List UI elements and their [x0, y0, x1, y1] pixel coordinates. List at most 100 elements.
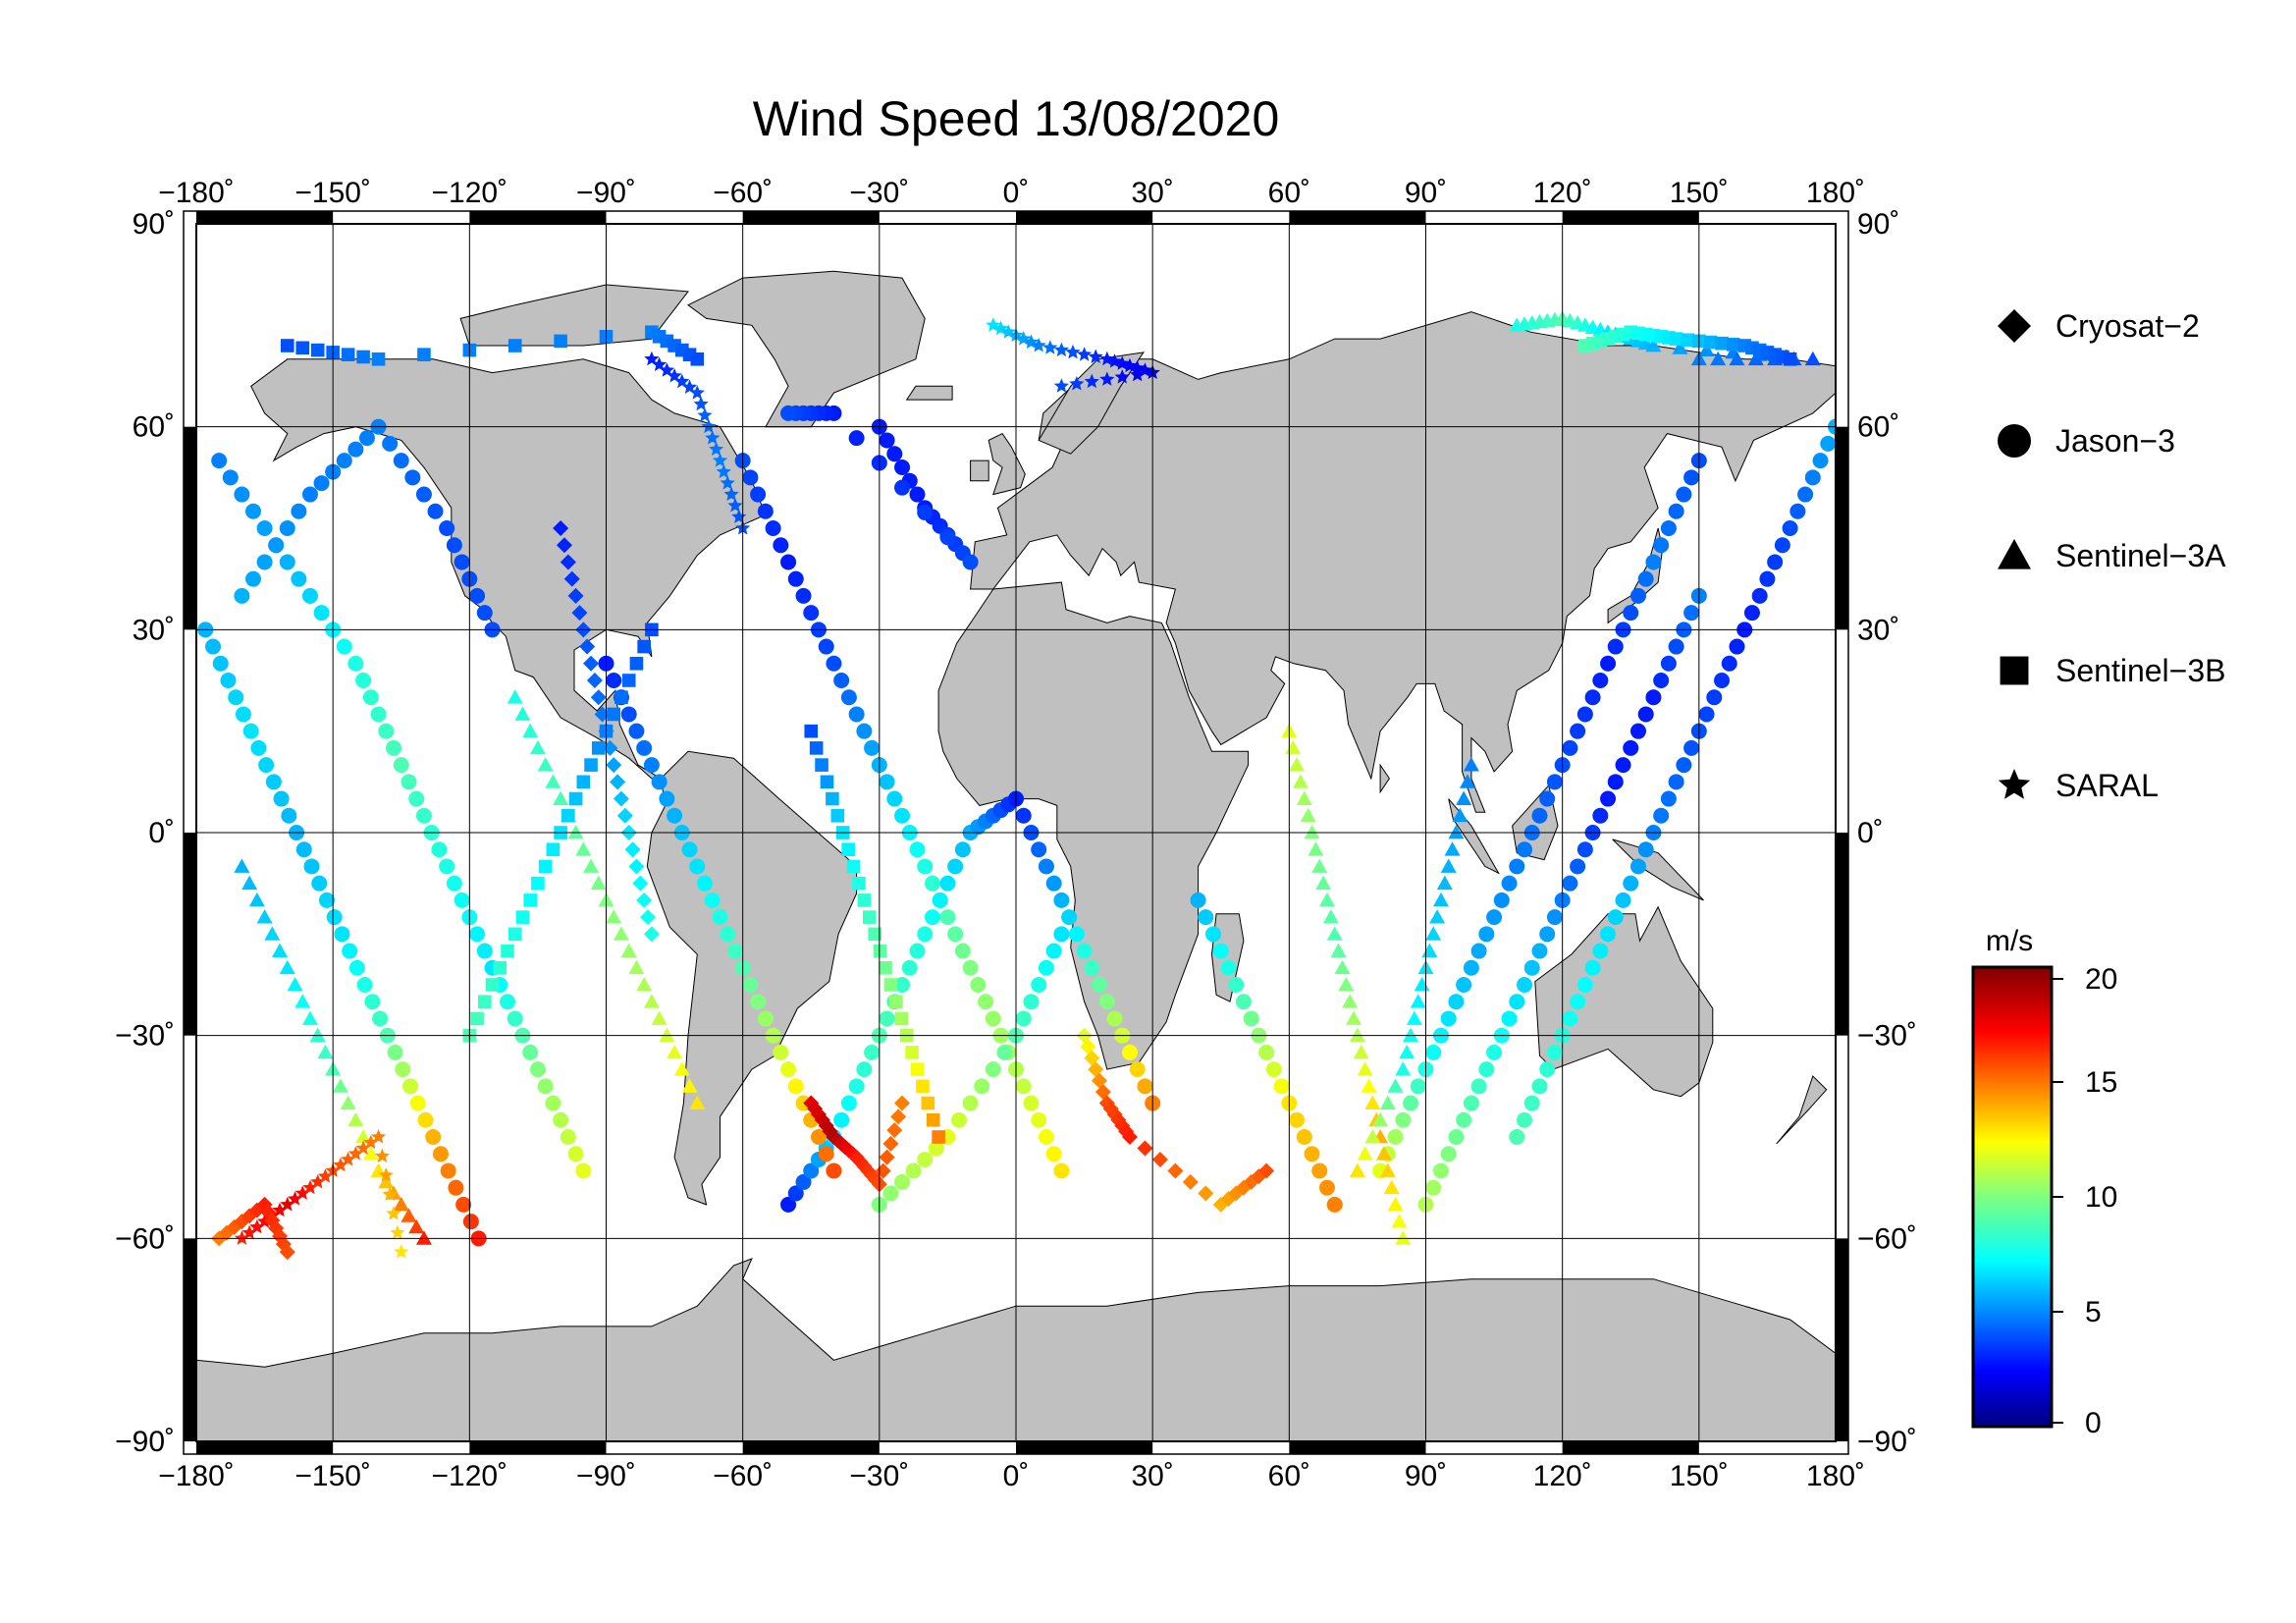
interp-point: [408, 1218, 425, 1234]
interp-point: [1747, 351, 1764, 366]
data-point: [932, 1130, 945, 1144]
track-24: [553, 520, 660, 943]
data-point: [334, 926, 350, 943]
lat-tick-label-right: −30˚: [1857, 1020, 1917, 1053]
satellite-tracks: [197, 310, 1836, 1261]
interp-point: [560, 554, 576, 570]
interp-point: [1570, 858, 1586, 875]
legend-label: Sentinel−3B: [2056, 653, 2225, 688]
interp-point: [1789, 503, 1806, 519]
interp-point: [810, 1129, 827, 1145]
track-12: [234, 858, 432, 1245]
interp-point: [1774, 537, 1790, 554]
lat-tick-label-right: −90˚: [1857, 1426, 1917, 1458]
legend-entry: SARAL: [1998, 768, 2159, 803]
lat-tick-label-right: 90˚: [1857, 208, 1899, 241]
interp-point: [415, 486, 432, 503]
interp-point: [1258, 1044, 1275, 1060]
interp-point: [1623, 605, 1639, 622]
interp-point: [1456, 1111, 1472, 1128]
interp-point: [620, 706, 637, 723]
interp-point: [1015, 1010, 1032, 1027]
interp-point: [613, 790, 629, 807]
interp-point: [1615, 892, 1631, 908]
interp-point: [1714, 673, 1731, 688]
interp-point: [882, 1185, 899, 1202]
interp-point: [554, 334, 567, 349]
data-point: [1463, 757, 1479, 772]
interp-point: [1364, 1095, 1381, 1109]
interp-point: [996, 1044, 1013, 1060]
interp-point: [1698, 342, 1715, 356]
interp-point: [681, 379, 698, 394]
interp-point: [432, 1146, 449, 1163]
data-point: [234, 858, 250, 873]
interp-point: [1383, 1179, 1400, 1195]
interp-point: [1425, 926, 1442, 941]
data-point: [575, 1163, 592, 1179]
interp-point: [311, 875, 328, 892]
interp-point: [815, 758, 828, 772]
interp-point: [1820, 435, 1836, 452]
data-point: [1235, 994, 1252, 1010]
lat-tick-label-left: 30˚: [133, 614, 175, 646]
interp-point: [1432, 892, 1449, 907]
interp-point: [705, 430, 721, 445]
land-iceland: [905, 385, 953, 401]
interp-point: [1084, 959, 1100, 976]
lon-tick-label-bottom: 180˚: [1806, 1460, 1865, 1492]
data-point: [780, 405, 797, 421]
data-point: [1782, 520, 1798, 536]
interp-point: [1710, 351, 1727, 366]
interp-point: [1342, 994, 1359, 1008]
land-greenland: [687, 270, 926, 428]
frame-bar-bottom: [196, 1441, 334, 1454]
data-point: [1600, 790, 1617, 807]
track-26: [1076, 1027, 1275, 1213]
data-point: [529, 1061, 546, 1078]
interp-point: [864, 1044, 881, 1060]
interp-point: [1130, 366, 1146, 382]
interp-point: [1292, 774, 1308, 788]
interp-point: [886, 1122, 903, 1139]
interp-point: [765, 520, 781, 536]
interp-point: [978, 994, 994, 1010]
interp-point: [1228, 977, 1245, 993]
interp-point: [712, 909, 728, 926]
data-point: [211, 453, 228, 469]
interp-point: [469, 926, 486, 943]
interp-point: [651, 1010, 667, 1025]
interp-point: [1592, 943, 1609, 959]
interp-point: [244, 503, 261, 519]
interp-point: [610, 774, 626, 790]
interp-point: [1629, 858, 1646, 875]
interp-point: [1045, 943, 1062, 959]
interp-point: [431, 841, 448, 858]
data-point: [1098, 994, 1115, 1010]
data-point: [1053, 378, 1069, 393]
interp-point: [894, 1173, 911, 1190]
interp-point: [302, 1179, 318, 1195]
interp-point: [636, 739, 653, 756]
lon-tick-label-bottom: −180˚: [158, 1460, 235, 1492]
data-point: [780, 554, 797, 570]
interp-point: [1137, 1140, 1153, 1157]
frame-bar-right: [1836, 426, 1848, 630]
interp-point: [545, 774, 561, 788]
frame-bar-right: [1836, 833, 1848, 1036]
interp-point: [613, 926, 629, 941]
interp-point: [659, 790, 675, 807]
interp-point: [1289, 1111, 1306, 1128]
interp-point: [901, 959, 918, 976]
interp-point: [1023, 1095, 1040, 1111]
interp-point: [228, 689, 244, 706]
legend-entry: Sentinel−3B: [2000, 653, 2225, 688]
data-point: [1326, 926, 1343, 941]
interp-point: [590, 689, 607, 706]
colorbar: m/s 0 5 10 15 20: [1971, 925, 2117, 1439]
interp-point: [303, 858, 320, 875]
interp-point: [1759, 570, 1776, 587]
interp-point: [294, 994, 311, 1008]
interp-point: [894, 807, 911, 824]
